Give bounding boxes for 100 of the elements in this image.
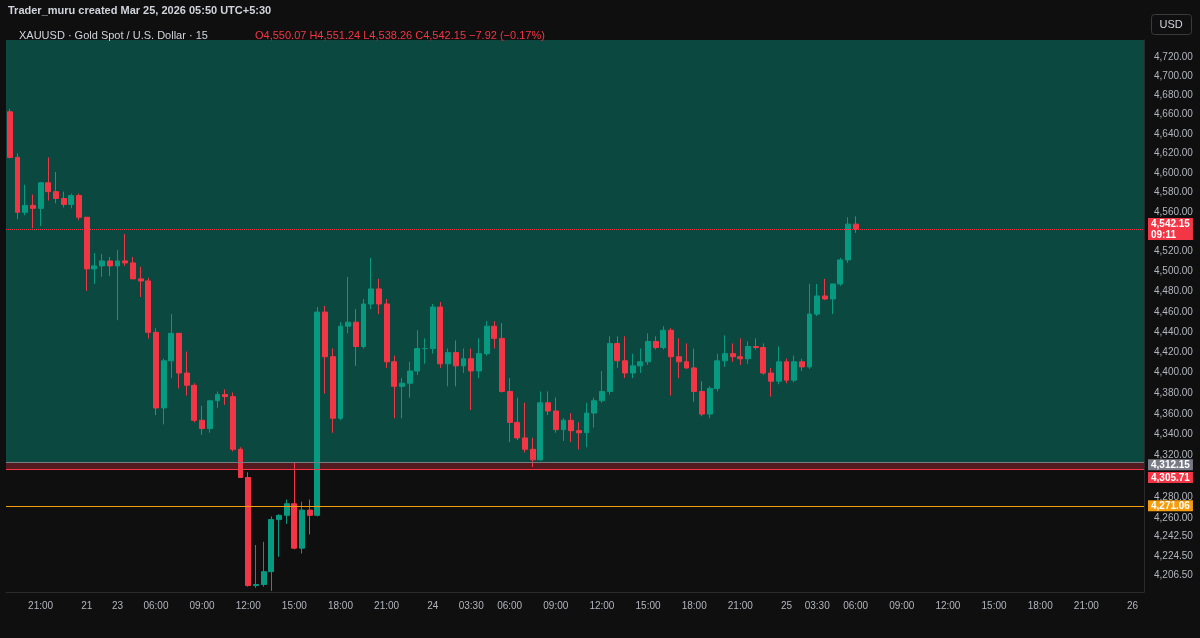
- x-tick-label: 18:00: [681, 599, 708, 611]
- candlestick: [368, 257, 374, 310]
- x-tick-label: 03:30: [458, 599, 485, 611]
- candlestick: [307, 499, 313, 535]
- candlestick: [845, 216, 851, 264]
- candlestick: [484, 320, 490, 357]
- y-tick-label: 4,620.00: [1154, 147, 1194, 159]
- y-tick-label: 4,660.00: [1154, 108, 1194, 120]
- candlestick: [453, 339, 459, 387]
- x-tick-label: 09:00: [543, 599, 569, 611]
- candlestick: [361, 298, 366, 350]
- candlestick: [445, 348, 451, 387]
- candlestick: [822, 278, 828, 301]
- x-tick-label: 09:00: [189, 599, 216, 611]
- candlestick: [722, 334, 728, 368]
- candlestick: [153, 327, 159, 416]
- x-tick-label: 06:00: [497, 599, 523, 611]
- candlestick: [53, 171, 59, 204]
- candlestick: [115, 249, 120, 321]
- x-tick-label: 12:00: [235, 599, 262, 611]
- candlestick: [330, 348, 336, 434]
- candlestick: [222, 388, 228, 406]
- candlestick: [353, 308, 359, 367]
- candlestick: [676, 337, 682, 379]
- candlestick: [130, 256, 136, 280]
- candlestick: [38, 181, 44, 227]
- y-tick-label: 4,320.00: [1154, 449, 1194, 461]
- ref-line-label: 4,312.15: [1151, 459, 1191, 471]
- y-tick-label: 4,206.50: [1154, 568, 1194, 580]
- candlestick: [68, 193, 74, 209]
- x-tick-label: 21:00: [374, 599, 400, 611]
- candlestick: [461, 348, 466, 374]
- candlestick: [784, 358, 789, 384]
- chart-subtitle: O4,550.07 H4,551.24 L4,538.26 C4,542.15 −7.92 (−0.17%): [255, 28, 545, 41]
- candlestick: [668, 327, 674, 397]
- candlestick: [399, 377, 405, 419]
- candlestick: [122, 233, 128, 267]
- x-tick-label: 03:30: [804, 599, 831, 611]
- candlestick: [7, 108, 13, 159]
- candlestick: [776, 346, 782, 385]
- candlestick: [76, 193, 82, 221]
- candlestick: [684, 342, 689, 370]
- candlestick: [622, 335, 628, 379]
- y-tick-label: 4,440.00: [1154, 325, 1194, 337]
- candlestick: [530, 437, 536, 468]
- candlestick: [422, 337, 428, 365]
- candlestick: [799, 358, 805, 372]
- candlestick: [15, 152, 20, 220]
- x-tick-label: 18:00: [1027, 599, 1054, 611]
- candlestick: [499, 322, 505, 393]
- candlestick: [745, 340, 751, 365]
- candlestick: [345, 276, 351, 334]
- y-tick-label: 4,460.00: [1154, 305, 1194, 317]
- candlestick: [576, 421, 582, 450]
- candlestick: [22, 184, 28, 216]
- candlestick: [699, 380, 705, 417]
- candlestick: [599, 370, 605, 404]
- candlestick: [584, 402, 589, 448]
- candlestick: [230, 391, 236, 452]
- x-tick-label: 18:00: [327, 599, 354, 611]
- candlestick: [61, 191, 67, 208]
- y-tick-label: 4,640.00: [1154, 127, 1194, 139]
- x-tick-label: 21:00: [28, 599, 54, 611]
- x-tick-label: 06:00: [843, 599, 869, 611]
- candlestick: [660, 325, 666, 351]
- candlestick: [45, 156, 51, 201]
- candlestick: [437, 301, 443, 369]
- candlestick: [468, 348, 474, 411]
- candlestick: [561, 417, 566, 442]
- y-tick-label: 4,242.50: [1154, 530, 1194, 542]
- candlestick: [791, 355, 797, 383]
- candlestick: [284, 499, 290, 525]
- ref-line-label: 4,542.15 09:11: [1151, 217, 1191, 240]
- x-tick-label: 26: [1126, 599, 1139, 611]
- y-tick-label: 4,600.00: [1154, 166, 1194, 178]
- candlestick: [107, 256, 113, 277]
- candlestick: [322, 305, 328, 395]
- candlestick: [215, 390, 220, 409]
- candlestick: [568, 412, 574, 443]
- x-tick-label: 12:00: [935, 599, 961, 611]
- x-tick-label: 21:00: [1073, 599, 1100, 611]
- y-tick-label: 4,260.00: [1154, 511, 1194, 523]
- candlestick: [591, 397, 597, 429]
- y-tick-label: 4,420.00: [1154, 346, 1194, 358]
- candlestick: [522, 402, 528, 453]
- x-tick-label: 12:00: [589, 599, 615, 611]
- ref-line-label: 4,271.06: [1151, 500, 1191, 512]
- candlestick: [176, 332, 182, 389]
- y-axis-title: USD: [1159, 18, 1183, 30]
- x-tick-label: 15:00: [635, 599, 661, 611]
- candlestick: [207, 400, 213, 434]
- x-tick-label: 25: [780, 599, 793, 611]
- x-tick-label: 21: [81, 599, 93, 611]
- candlestick: [645, 332, 651, 366]
- x-tick-label: 23: [111, 599, 124, 611]
- y-tick-label: 4,280.00: [1154, 490, 1194, 502]
- x-tick-label: 15:00: [981, 599, 1008, 611]
- x-tick-label: 15:00: [281, 599, 308, 611]
- text: Trader_muru created Mar 25, 2026 05:50 UTC+5:30: [8, 3, 272, 16]
- candlestick: [491, 320, 497, 350]
